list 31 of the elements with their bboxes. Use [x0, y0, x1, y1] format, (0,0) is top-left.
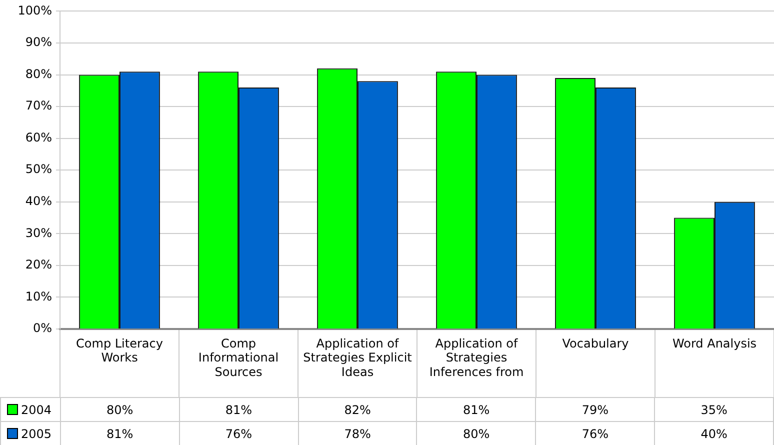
y-tick-label: 90%	[25, 35, 52, 50]
y-tick-label: 30%	[25, 226, 52, 240]
y-tick-label: 100%	[18, 3, 52, 18]
data-label: 76%	[536, 422, 655, 445]
y-tick-label: 80%	[25, 66, 52, 81]
x-tick-label: Application of Strategies Explicit Ideas	[303, 336, 412, 380]
data-label: 80%	[416, 422, 536, 445]
data-label: 40%	[654, 422, 774, 445]
legend-label: 2005	[0, 422, 60, 445]
data-label: 81%	[60, 422, 180, 445]
x-tick-label: Vocabulary	[562, 336, 629, 350]
x-tick-label: Comp Informational Sources	[198, 336, 279, 380]
y-tick-label: 60%	[25, 130, 52, 144]
data-label: 81%	[179, 398, 298, 422]
y-tick-label: 10%	[25, 289, 52, 304]
data-label: 78%	[298, 422, 417, 445]
y-tick-label: 50%	[25, 162, 52, 176]
x-tick-label: Comp Literacy Works	[76, 336, 163, 365]
data-label: 79%	[536, 398, 655, 422]
data-label: 76%	[179, 422, 298, 445]
legend-label: 2004	[0, 398, 60, 422]
y-tick-label: 40%	[25, 194, 52, 208]
data-label: 82%	[298, 398, 417, 422]
x-tick-label: Word Analysis	[672, 336, 757, 350]
data-label: 81%	[416, 398, 536, 422]
x-tick-label: Application of Strategies Inferences from	[429, 336, 524, 380]
y-tick-label: 0%	[32, 321, 52, 336]
data-label: 80%	[60, 398, 180, 422]
y-tick-label: 70%	[25, 98, 52, 113]
data-label: 35%	[654, 398, 774, 422]
y-tick-label: 20%	[25, 258, 52, 272]
